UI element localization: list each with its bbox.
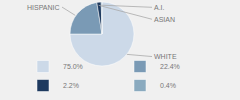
svg-text:A.I.: A.I. xyxy=(154,4,165,11)
svg-text:HISPANIC: HISPANIC xyxy=(27,4,60,11)
svg-text:ASIAN: ASIAN xyxy=(154,16,175,23)
svg-text:0.4%: 0.4% xyxy=(160,82,176,89)
svg-text:WHITE: WHITE xyxy=(154,53,177,60)
svg-text:22.4%: 22.4% xyxy=(160,63,180,70)
svg-text:75.0%: 75.0% xyxy=(63,63,83,70)
svg-text:2.2%: 2.2% xyxy=(63,82,79,89)
